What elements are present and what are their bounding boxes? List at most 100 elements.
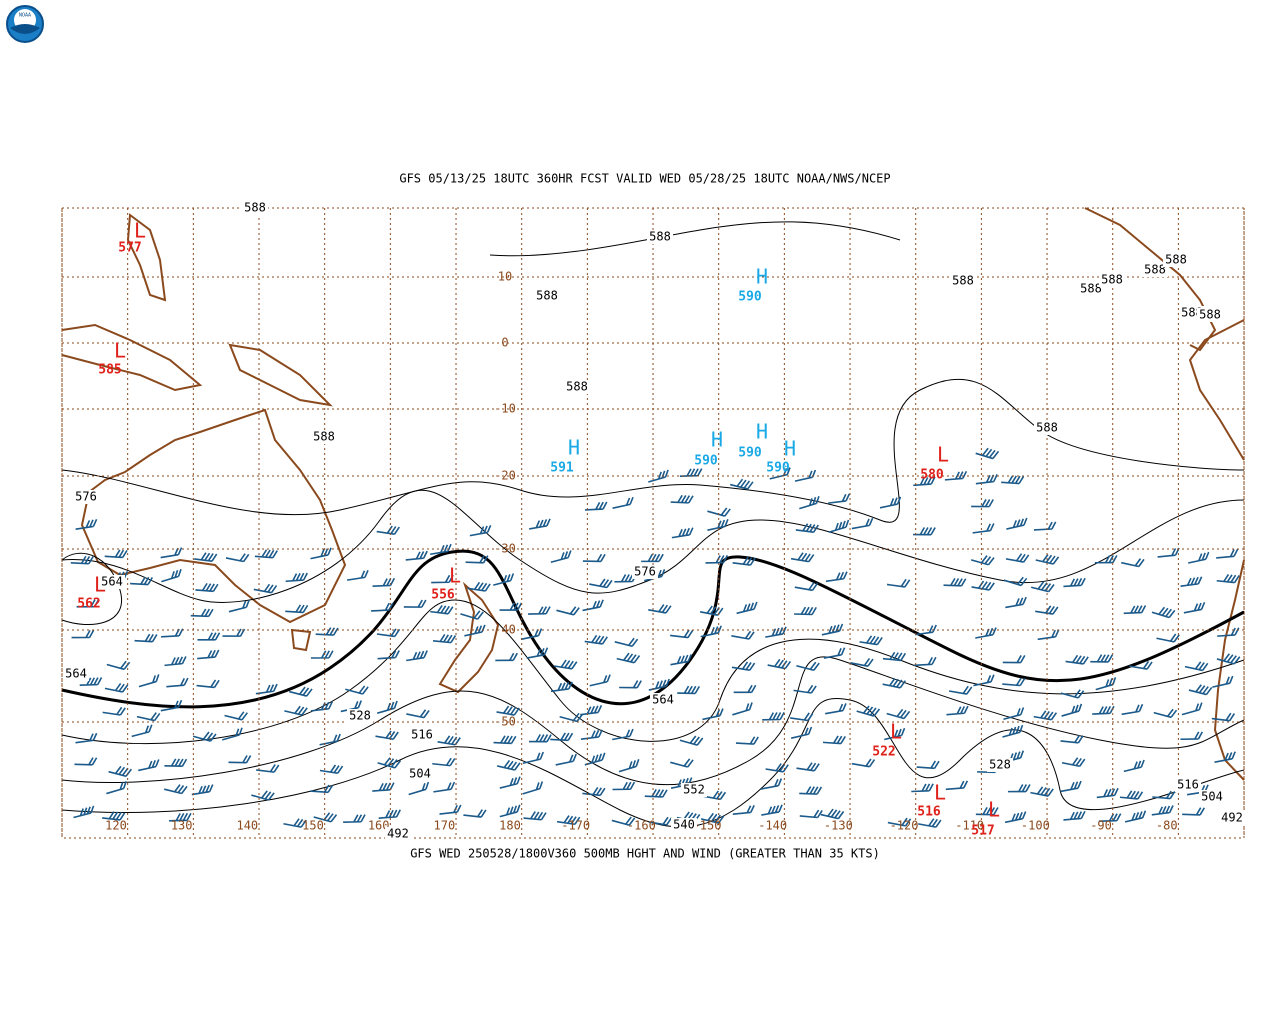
center-symbol: L	[934, 781, 946, 805]
wind-barb	[1211, 712, 1236, 722]
wind-barb	[679, 735, 704, 746]
wind-barb	[79, 677, 103, 687]
wind-barb	[554, 659, 578, 670]
wind-barb	[700, 625, 722, 638]
label-bg	[242, 201, 268, 215]
contour-label: 588	[536, 289, 558, 303]
map-footer: GFS WED 250528/1800V360 500MB HGHT AND W…	[410, 847, 880, 861]
label-bg	[987, 758, 1013, 772]
center-value: 517	[971, 824, 994, 839]
center-value: 591	[550, 461, 574, 476]
wind-barb	[975, 474, 998, 485]
wind-barb	[74, 757, 98, 766]
latitude-label: -40	[494, 623, 516, 637]
wind-barb	[556, 815, 581, 826]
wind-barb	[70, 555, 94, 565]
wind-barb	[1060, 780, 1082, 793]
wind-barb	[1216, 548, 1239, 559]
wind-barb	[1094, 555, 1118, 564]
wind-barb	[376, 525, 400, 535]
wind-barb	[194, 552, 218, 562]
wind-barb	[104, 682, 129, 693]
wind-barb	[377, 757, 402, 769]
contour-label: 588	[952, 274, 974, 288]
wind-barb	[161, 628, 184, 638]
wind-barb	[160, 699, 183, 712]
contour-label: 588	[1199, 308, 1221, 322]
label-bg	[650, 693, 676, 707]
latitude-label: 0	[501, 336, 508, 350]
label-bg	[1099, 273, 1125, 287]
wind-barb	[851, 758, 876, 768]
wind-barb	[164, 784, 188, 795]
longitude-label: -160	[627, 819, 656, 833]
center-symbol: H	[756, 265, 768, 289]
wind-barb	[71, 629, 95, 639]
contour-label: 576	[75, 490, 97, 504]
wind-barb	[611, 816, 636, 826]
wind-barb	[256, 764, 280, 773]
wind-barb	[493, 573, 515, 586]
wind-barb	[1065, 654, 1089, 665]
wind-barb	[1098, 813, 1122, 822]
wind-barb	[1092, 705, 1115, 715]
wind-barb	[164, 758, 188, 768]
wind-barb	[975, 447, 1000, 460]
center-value: 590	[694, 454, 718, 469]
wind-barb	[732, 556, 756, 566]
wind-barb	[735, 736, 759, 745]
latitude-label: 10	[498, 270, 512, 284]
wind-barb	[670, 777, 693, 789]
coastlines	[61, 207, 1245, 781]
contour-label: 528	[349, 709, 371, 723]
wind-barb	[971, 499, 994, 508]
wind-barb	[1033, 710, 1058, 721]
wind-barb	[851, 517, 874, 530]
wind-barb	[882, 678, 906, 689]
wind-barb	[283, 818, 307, 828]
wind-barb	[821, 623, 844, 636]
wind-barb	[648, 816, 673, 826]
latitude-label: -20	[494, 469, 516, 483]
wind-barb	[372, 782, 395, 792]
longitude-label: 170	[434, 819, 456, 833]
wind-barb	[1180, 576, 1203, 587]
wind-barb	[879, 496, 902, 509]
wind-barb	[523, 811, 547, 821]
latitude-label: -50	[494, 715, 516, 729]
wind-barb	[191, 784, 214, 796]
logo-text: NOAA	[19, 13, 31, 19]
wind-barb	[285, 572, 308, 583]
wind-barb	[522, 781, 544, 795]
wind-barb	[522, 751, 544, 765]
wind-barb	[582, 599, 604, 612]
wind-barb	[823, 647, 846, 659]
wind-barb	[859, 635, 883, 646]
wind-barb	[1151, 606, 1176, 619]
longitude-label: -170	[561, 819, 590, 833]
wind-barb	[460, 610, 484, 620]
wind-barb	[1121, 703, 1144, 716]
wind-barb	[138, 674, 160, 688]
wind-barb	[1033, 521, 1057, 531]
wind-barb	[790, 712, 814, 722]
wind-barb	[670, 494, 694, 504]
wind-barb	[856, 705, 881, 717]
wind-barb	[702, 708, 724, 721]
wind-barb	[670, 654, 692, 666]
wind-barb	[582, 787, 606, 797]
wind-barb	[886, 578, 911, 588]
wind-barb	[614, 637, 639, 648]
contour-label: 552	[683, 783, 705, 797]
wind-barb	[914, 624, 937, 636]
wind-barb	[1090, 654, 1114, 663]
center-value: 585	[98, 363, 121, 378]
wind-barb	[493, 735, 517, 745]
contour-label: 504	[409, 767, 431, 781]
wind-barb	[228, 599, 250, 613]
contour-label: 588	[1144, 263, 1166, 277]
wind-barb	[1180, 731, 1204, 741]
wind-barb	[1003, 707, 1025, 721]
label-bg	[950, 274, 976, 288]
wind-barb	[793, 684, 817, 694]
